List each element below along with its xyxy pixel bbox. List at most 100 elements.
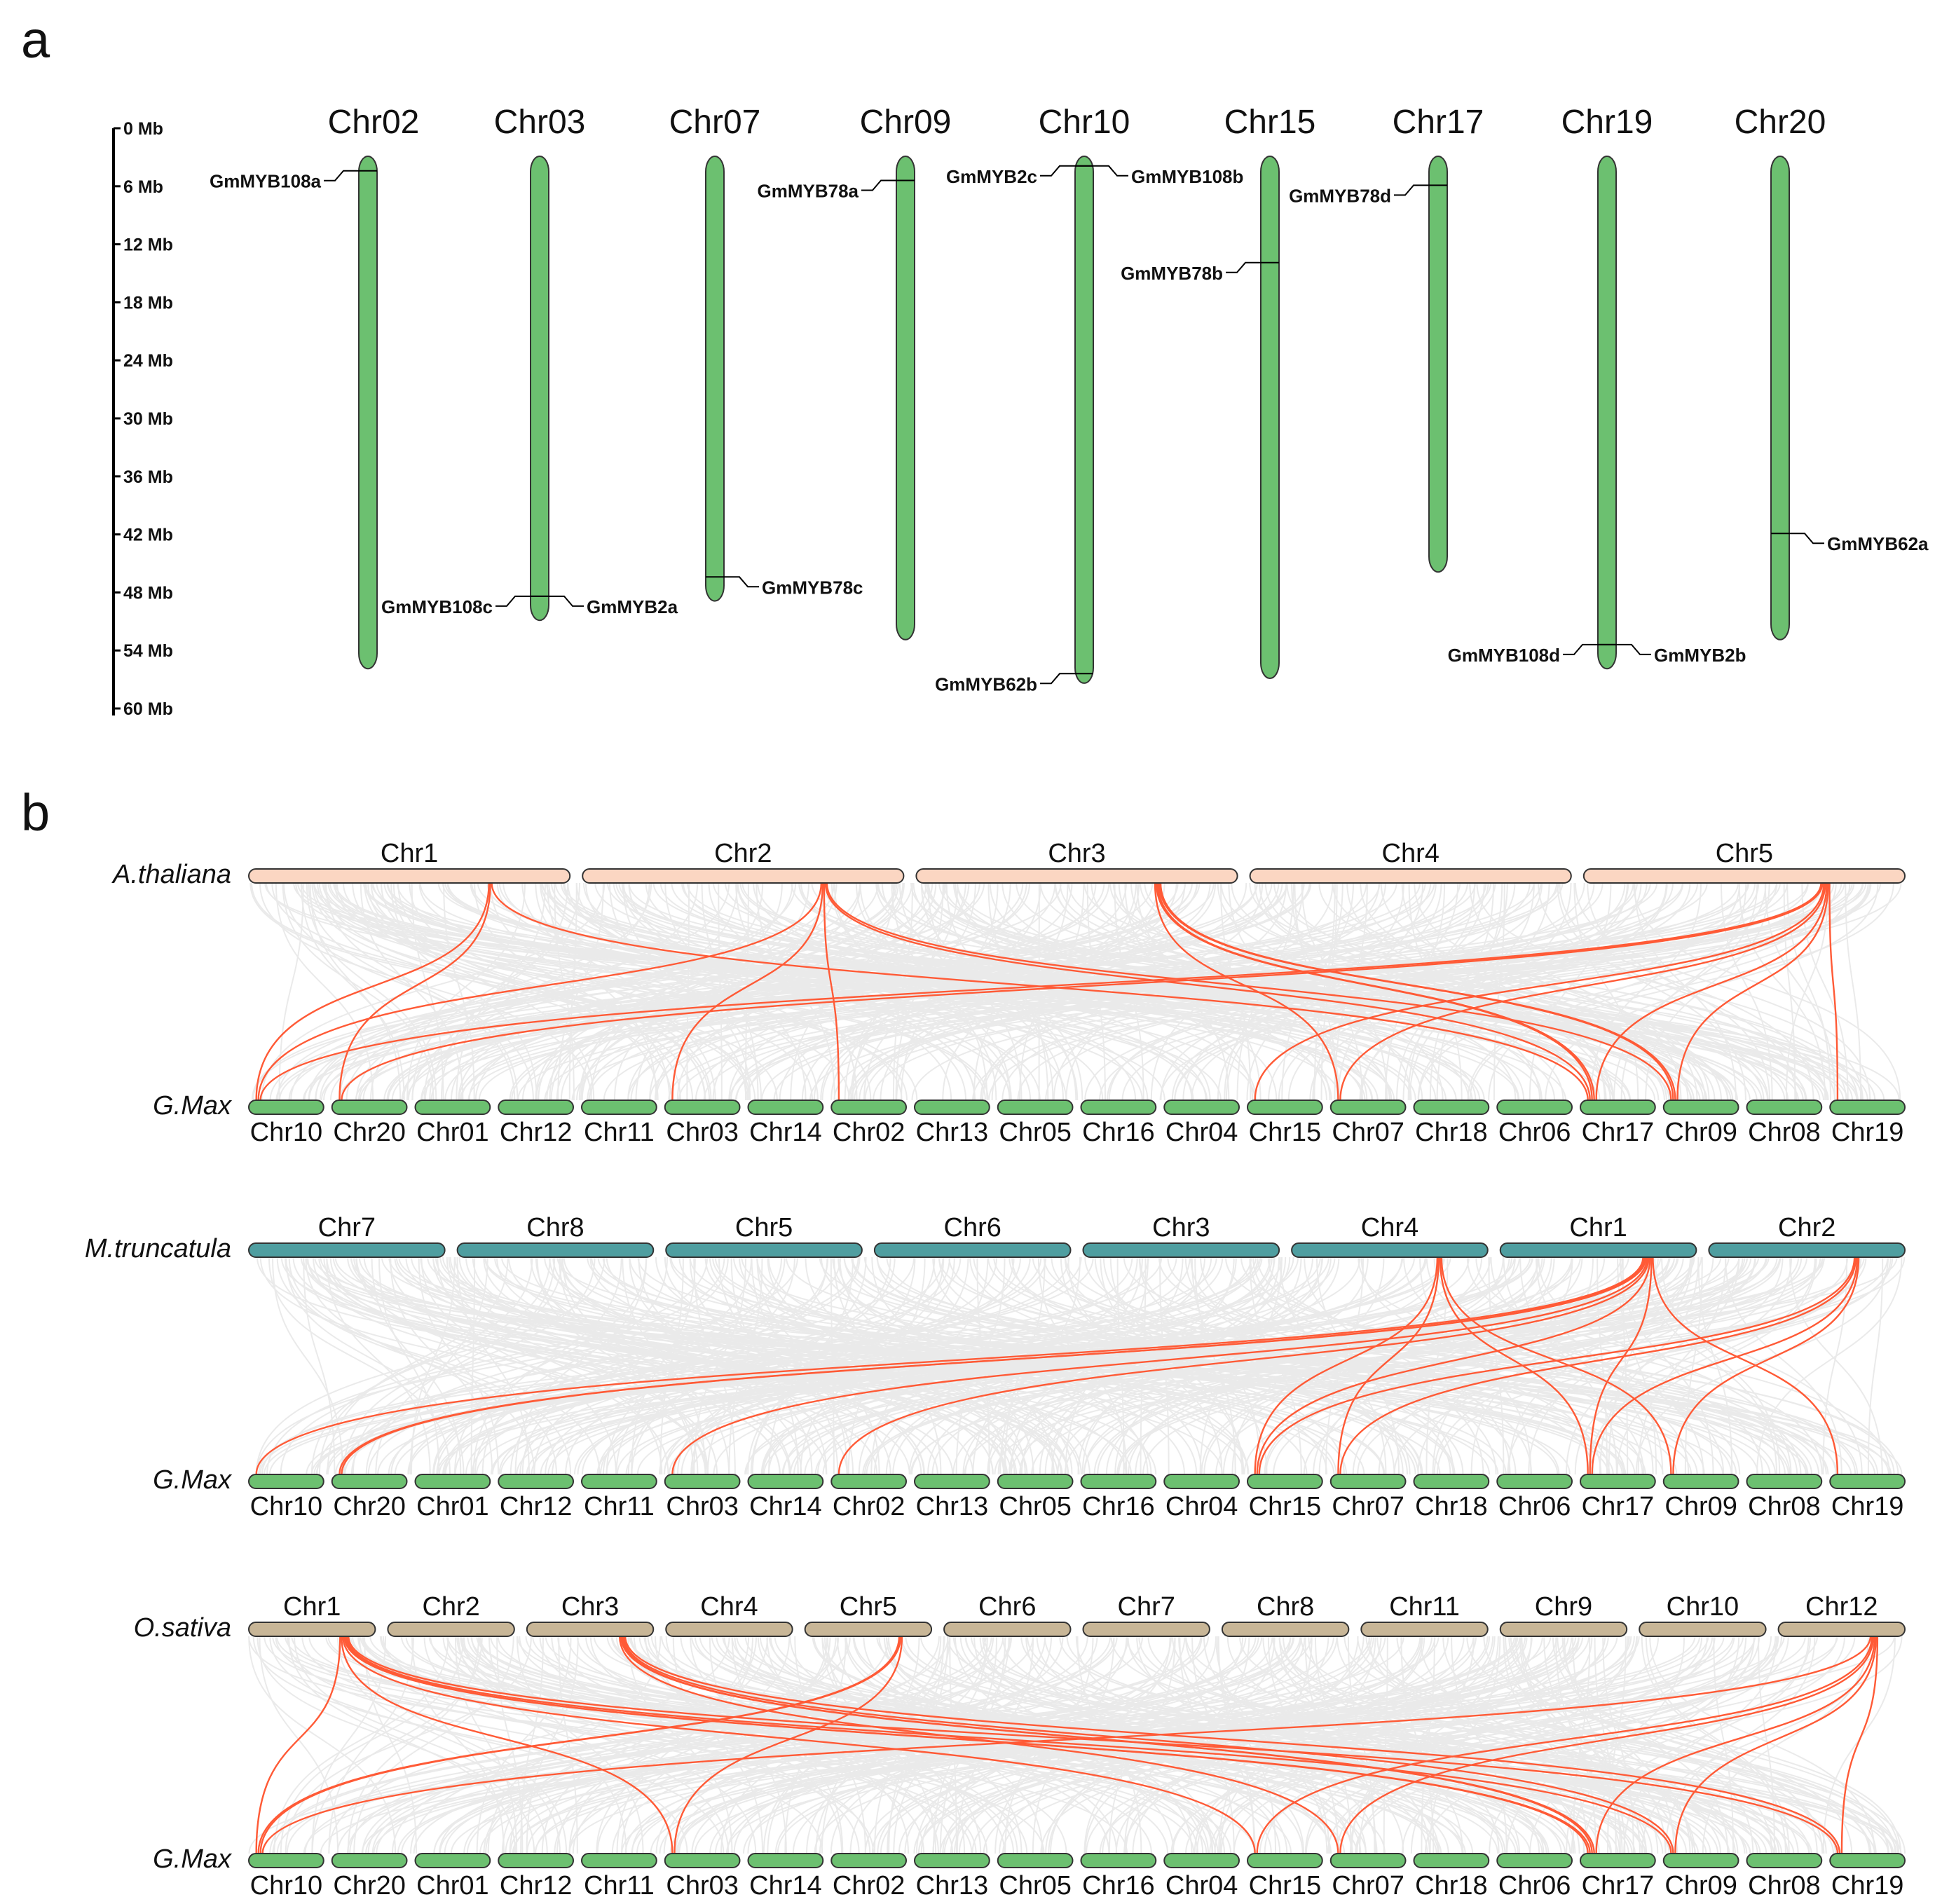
background-link [1789, 1256, 1883, 1475]
background-link [256, 1256, 798, 1475]
gmax-chromosome-label: Chr15 [1249, 1871, 1322, 1900]
scale-label: 36 Mb [123, 467, 173, 487]
background-link [953, 1636, 1423, 1854]
background-link [814, 1256, 1778, 1475]
background-link [756, 1256, 880, 1475]
species-chromosome [1708, 1242, 1906, 1258]
background-link [964, 1636, 1746, 1854]
background-link [286, 1636, 1112, 1854]
scale-label: 48 Mb [123, 583, 173, 603]
background-link [638, 1256, 813, 1475]
background-link [328, 1636, 730, 1854]
syntenic-link [341, 1636, 674, 1854]
species-chromosome-label: Chr1 [283, 1592, 341, 1622]
gmax-chromosome-label: Chr12 [500, 1871, 573, 1900]
background-link [1466, 1636, 1900, 1854]
syntenic-link [257, 882, 823, 1101]
syntenic-link [674, 1636, 903, 1854]
gmax-chromosome-label: Chr04 [1165, 1492, 1238, 1521]
syntenic-link [1258, 1256, 1856, 1475]
gmax-chromosome [248, 1474, 324, 1489]
background-link [269, 1636, 688, 1854]
syntenic-link [346, 1636, 1672, 1854]
background-link [596, 1636, 831, 1854]
background-link [394, 1256, 1157, 1475]
background-link [272, 1636, 1004, 1854]
gmax-chromosome [1163, 1100, 1240, 1115]
syntenic-link [1674, 1636, 1878, 1854]
gmax-chromosome [997, 1100, 1074, 1115]
background-link [1565, 1256, 1740, 1475]
gmax-chromosome-label: Chr14 [749, 1492, 822, 1521]
background-link [282, 882, 435, 1101]
syntenic-link [1254, 1256, 1439, 1475]
chromosome-bar [358, 156, 378, 670]
background-link [693, 1256, 747, 1475]
gmax-chromosome-label: Chr18 [1415, 1871, 1488, 1900]
species-chromosome [456, 1242, 655, 1258]
background-link [767, 1256, 1026, 1475]
syntenic-link [1256, 1256, 1651, 1475]
background-link [285, 1256, 954, 1475]
background-link [1436, 882, 1503, 1101]
background-link [288, 1256, 572, 1475]
background-link [1645, 1636, 1790, 1854]
chromosome-bar [1260, 156, 1280, 679]
background-link [545, 1256, 1022, 1475]
background-link [479, 1636, 1566, 1854]
syntenic-link [261, 1636, 1872, 1854]
background-link [631, 1256, 696, 1475]
background-link [798, 882, 1470, 1101]
background-link [535, 882, 1031, 1101]
background-link [1845, 882, 1861, 1101]
species-chromosome [1360, 1622, 1489, 1637]
background-link [1191, 882, 1691, 1101]
background-link [1571, 1636, 1740, 1854]
background-link [1109, 882, 1680, 1101]
gene-label: GmMYB108c [381, 596, 493, 617]
syntenic-link [837, 1256, 1650, 1475]
syntenic-link [671, 1256, 1648, 1475]
gmax-chromosome-label: Chr16 [1082, 1118, 1155, 1147]
syntenic-link [824, 882, 1591, 1101]
background-link [453, 1256, 648, 1475]
gmax-chromosome [498, 1100, 574, 1115]
synteny-plots: Chr1 Chr2 Chr3 Chr4 Chr5 A.thaliana Chr10 Chr20… [85, 839, 1906, 1900]
gmax-chromosome [1329, 1100, 1407, 1115]
scale-label: 42 Mb [123, 526, 173, 545]
background-link [589, 1256, 1082, 1475]
background-link [1395, 882, 1535, 1101]
background-link [969, 1256, 1409, 1475]
background-link [303, 1256, 336, 1475]
gmax-chromosome-label: Chr01 [416, 1871, 489, 1900]
syntenic-link [341, 882, 1824, 1101]
background-link [980, 882, 1386, 1101]
background-link [541, 1636, 750, 1854]
gmax-chromosome-label: Chr03 [666, 1871, 739, 1900]
background-link [873, 1636, 945, 1854]
background-link [268, 1256, 451, 1475]
syntenic-link [622, 1636, 1674, 1854]
gmax-chromosome [1829, 1474, 1906, 1489]
background-link [628, 882, 1900, 1101]
background-link [1220, 882, 1252, 1101]
background-link [444, 1256, 1329, 1475]
background-link [430, 1636, 1208, 1854]
background-link [1031, 1256, 1821, 1475]
background-link [350, 1256, 842, 1475]
gene-marker [1771, 533, 1824, 545]
background-link [1725, 1256, 1842, 1475]
gmax-chromosome-label: Chr11 [584, 1492, 655, 1521]
background-link [1064, 1256, 1451, 1475]
chromosome-title: Chr10 [1039, 104, 1130, 141]
chromosome-title: Chr07 [669, 104, 761, 141]
background-link [750, 1256, 955, 1475]
chromosome-bar [1770, 156, 1790, 641]
background-link [323, 882, 1287, 1101]
background-link [670, 1256, 1889, 1475]
background-link [1466, 1256, 1823, 1475]
background-link [964, 1256, 1800, 1475]
gene-label: GmMYB108b [1131, 166, 1243, 187]
gmax-chromosome [830, 1100, 907, 1115]
gmax-species-label: G.Max [153, 1844, 233, 1874]
